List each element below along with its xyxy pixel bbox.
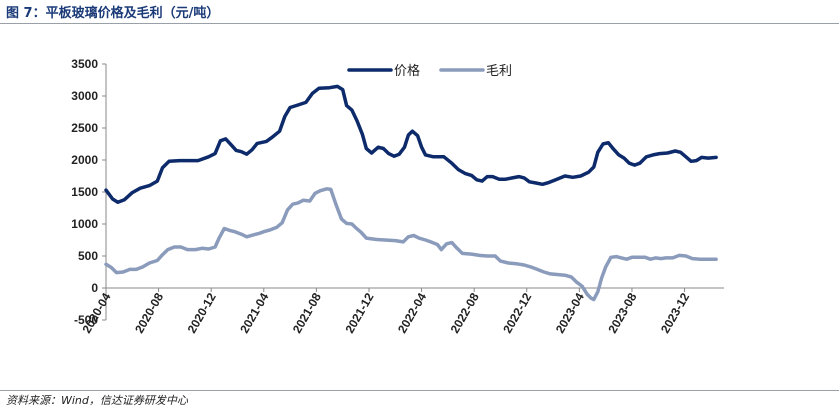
figure-title: 图 7：平板玻璃价格及毛利（元/吨） xyxy=(6,6,220,21)
source-note: 资料来源：Wind，信达证券研发中心 xyxy=(6,394,188,407)
x-tick-label: 2022-04 xyxy=(395,290,429,335)
y-tick-label: 2500 xyxy=(71,121,98,135)
legend-label-price: 价格 xyxy=(394,63,420,79)
bottom-rule xyxy=(0,390,839,391)
series-line-margin xyxy=(104,187,718,302)
y-tick-label: 3500 xyxy=(71,57,98,71)
y-tick-label: 2000 xyxy=(71,153,98,167)
series-line-price xyxy=(104,84,718,204)
x-tick-label: 2020-12 xyxy=(185,290,219,335)
x-tick-label: 2020-08 xyxy=(132,290,166,335)
chart-legend: 价格 毛利 xyxy=(347,63,512,79)
y-tick-label: 3000 xyxy=(71,89,98,103)
legend-label-margin: 毛利 xyxy=(486,64,512,79)
x-tick-label: 2023-04 xyxy=(553,290,587,335)
y-tick-label: 0 xyxy=(91,281,98,295)
x-tick-label: 2023-12 xyxy=(658,290,692,335)
x-tick-label: 2022-08 xyxy=(448,290,482,335)
top-rule xyxy=(0,23,839,24)
x-tick-label: 2022-12 xyxy=(500,290,534,335)
x-tick-label: 2023-08 xyxy=(605,290,639,335)
y-tick-label: -500 xyxy=(74,313,98,327)
x-tick-label: 2021-08 xyxy=(290,290,324,335)
y-tick-label: 500 xyxy=(78,249,98,263)
chart-series xyxy=(104,84,718,302)
y-tick-label: 1000 xyxy=(71,217,98,231)
x-tick-label: 2021-04 xyxy=(237,290,271,335)
x-tick-label: 2021-12 xyxy=(342,290,376,335)
y-tick-label: 1500 xyxy=(71,185,98,199)
